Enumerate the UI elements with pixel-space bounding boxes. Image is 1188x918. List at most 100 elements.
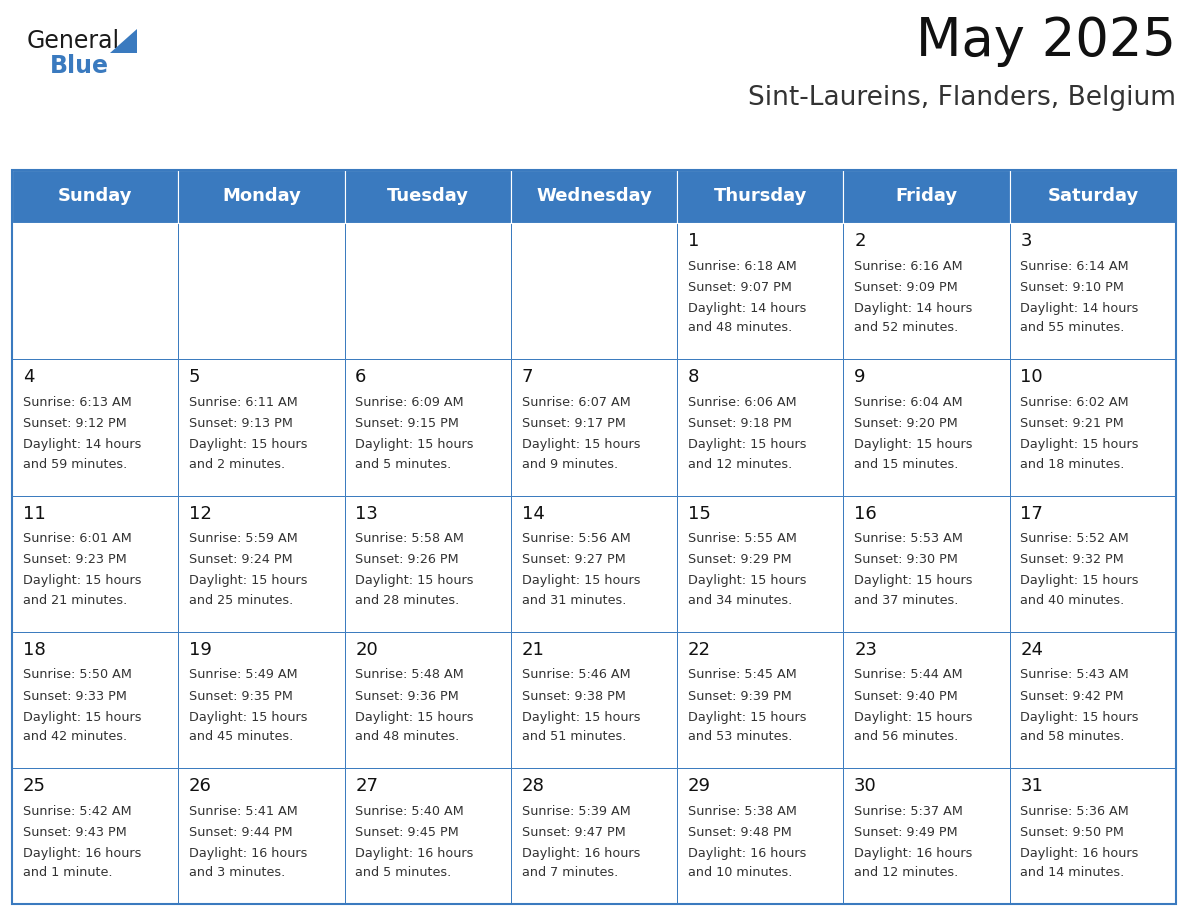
Text: 31: 31 bbox=[1020, 778, 1043, 795]
Text: and 21 minutes.: and 21 minutes. bbox=[23, 594, 127, 607]
Text: Sunset: 9:21 PM: Sunset: 9:21 PM bbox=[1020, 417, 1124, 431]
Text: Sunrise: 5:48 AM: Sunrise: 5:48 AM bbox=[355, 668, 465, 681]
Text: Daylight: 15 hours: Daylight: 15 hours bbox=[522, 438, 640, 452]
Text: and 25 minutes.: and 25 minutes. bbox=[189, 594, 293, 607]
Text: Sunset: 9:20 PM: Sunset: 9:20 PM bbox=[854, 417, 958, 431]
Text: Daylight: 15 hours: Daylight: 15 hours bbox=[854, 438, 973, 452]
Text: 5: 5 bbox=[189, 368, 201, 386]
Text: Sunrise: 6:16 AM: Sunrise: 6:16 AM bbox=[854, 260, 962, 273]
Text: Daylight: 16 hours: Daylight: 16 hours bbox=[854, 847, 973, 860]
Text: Sunset: 9:38 PM: Sunset: 9:38 PM bbox=[522, 689, 625, 702]
Text: and 59 minutes.: and 59 minutes. bbox=[23, 457, 127, 471]
Polygon shape bbox=[12, 632, 178, 768]
Polygon shape bbox=[12, 768, 178, 904]
Polygon shape bbox=[1010, 223, 1176, 359]
Text: Sunset: 9:40 PM: Sunset: 9:40 PM bbox=[854, 689, 958, 702]
Text: Sunrise: 5:39 AM: Sunrise: 5:39 AM bbox=[522, 805, 631, 818]
Text: Sunset: 9:15 PM: Sunset: 9:15 PM bbox=[355, 417, 459, 431]
Text: Sunrise: 5:46 AM: Sunrise: 5:46 AM bbox=[522, 668, 630, 681]
Text: 4: 4 bbox=[23, 368, 34, 386]
Text: and 7 minutes.: and 7 minutes. bbox=[522, 867, 618, 879]
Text: 8: 8 bbox=[688, 368, 700, 386]
Text: 15: 15 bbox=[688, 505, 710, 522]
Text: 19: 19 bbox=[189, 641, 211, 659]
Text: Sunset: 9:35 PM: Sunset: 9:35 PM bbox=[189, 689, 292, 702]
Text: Daylight: 15 hours: Daylight: 15 hours bbox=[355, 711, 474, 723]
Text: Sunrise: 5:43 AM: Sunrise: 5:43 AM bbox=[1020, 668, 1130, 681]
Polygon shape bbox=[12, 170, 178, 223]
Polygon shape bbox=[1010, 632, 1176, 768]
Text: 13: 13 bbox=[355, 505, 378, 522]
Polygon shape bbox=[345, 632, 511, 768]
Text: Sunset: 9:32 PM: Sunset: 9:32 PM bbox=[1020, 554, 1124, 566]
Text: Daylight: 16 hours: Daylight: 16 hours bbox=[189, 847, 308, 860]
Text: Sunrise: 6:06 AM: Sunrise: 6:06 AM bbox=[688, 396, 796, 409]
Text: and 28 minutes.: and 28 minutes. bbox=[355, 594, 460, 607]
Text: Sunset: 9:42 PM: Sunset: 9:42 PM bbox=[1020, 689, 1124, 702]
Polygon shape bbox=[677, 359, 843, 496]
Text: 18: 18 bbox=[23, 641, 45, 659]
Polygon shape bbox=[345, 359, 511, 496]
Polygon shape bbox=[345, 496, 511, 632]
Text: Sunrise: 6:02 AM: Sunrise: 6:02 AM bbox=[1020, 396, 1129, 409]
Text: Daylight: 15 hours: Daylight: 15 hours bbox=[688, 575, 807, 588]
Text: and 48 minutes.: and 48 minutes. bbox=[355, 730, 460, 743]
Text: and 40 minutes.: and 40 minutes. bbox=[1020, 594, 1125, 607]
Text: Daylight: 14 hours: Daylight: 14 hours bbox=[854, 302, 973, 315]
Polygon shape bbox=[12, 496, 178, 632]
Polygon shape bbox=[1010, 170, 1176, 223]
Polygon shape bbox=[511, 632, 677, 768]
Text: Daylight: 15 hours: Daylight: 15 hours bbox=[688, 438, 807, 452]
Text: Daylight: 15 hours: Daylight: 15 hours bbox=[854, 575, 973, 588]
Text: Thursday: Thursday bbox=[714, 187, 807, 206]
Text: Daylight: 15 hours: Daylight: 15 hours bbox=[189, 575, 308, 588]
Polygon shape bbox=[511, 223, 677, 359]
Text: 14: 14 bbox=[522, 505, 544, 522]
Text: 10: 10 bbox=[1020, 368, 1043, 386]
Text: Sunrise: 5:50 AM: Sunrise: 5:50 AM bbox=[23, 668, 132, 681]
Text: and 53 minutes.: and 53 minutes. bbox=[688, 730, 792, 743]
Text: 17: 17 bbox=[1020, 505, 1043, 522]
Text: Sunrise: 5:55 AM: Sunrise: 5:55 AM bbox=[688, 532, 797, 545]
Text: Sunrise: 5:40 AM: Sunrise: 5:40 AM bbox=[355, 805, 465, 818]
Text: Sunrise: 5:59 AM: Sunrise: 5:59 AM bbox=[189, 532, 298, 545]
Text: Daylight: 16 hours: Daylight: 16 hours bbox=[23, 847, 141, 860]
Text: Tuesday: Tuesday bbox=[386, 187, 469, 206]
Text: 1: 1 bbox=[688, 232, 700, 251]
Polygon shape bbox=[843, 170, 1010, 223]
Text: Daylight: 14 hours: Daylight: 14 hours bbox=[23, 438, 141, 452]
Text: Sunset: 9:30 PM: Sunset: 9:30 PM bbox=[854, 554, 958, 566]
Text: and 34 minutes.: and 34 minutes. bbox=[688, 594, 792, 607]
Text: Sunset: 9:50 PM: Sunset: 9:50 PM bbox=[1020, 826, 1124, 839]
Text: and 58 minutes.: and 58 minutes. bbox=[1020, 730, 1125, 743]
Text: 22: 22 bbox=[688, 641, 710, 659]
Polygon shape bbox=[1010, 768, 1176, 904]
Text: 7: 7 bbox=[522, 368, 533, 386]
Text: Sunset: 9:44 PM: Sunset: 9:44 PM bbox=[189, 826, 292, 839]
Text: and 9 minutes.: and 9 minutes. bbox=[522, 457, 618, 471]
Text: Sint-Laureins, Flanders, Belgium: Sint-Laureins, Flanders, Belgium bbox=[748, 85, 1176, 111]
Polygon shape bbox=[178, 223, 345, 359]
Text: Sunrise: 6:13 AM: Sunrise: 6:13 AM bbox=[23, 396, 132, 409]
Text: and 37 minutes.: and 37 minutes. bbox=[854, 594, 959, 607]
Text: Sunrise: 5:45 AM: Sunrise: 5:45 AM bbox=[688, 668, 797, 681]
Text: Friday: Friday bbox=[896, 187, 958, 206]
Polygon shape bbox=[345, 170, 511, 223]
Text: Blue: Blue bbox=[50, 54, 109, 78]
Text: 16: 16 bbox=[854, 505, 877, 522]
Text: and 1 minute.: and 1 minute. bbox=[23, 867, 112, 879]
Polygon shape bbox=[843, 496, 1010, 632]
Text: Daylight: 16 hours: Daylight: 16 hours bbox=[355, 847, 474, 860]
Text: 6: 6 bbox=[355, 368, 367, 386]
Text: Sunset: 9:43 PM: Sunset: 9:43 PM bbox=[23, 826, 126, 839]
Polygon shape bbox=[178, 768, 345, 904]
Text: and 31 minutes.: and 31 minutes. bbox=[522, 594, 626, 607]
Text: May 2025: May 2025 bbox=[916, 16, 1176, 67]
Polygon shape bbox=[1010, 359, 1176, 496]
Text: and 55 minutes.: and 55 minutes. bbox=[1020, 321, 1125, 334]
Text: Sunrise: 5:44 AM: Sunrise: 5:44 AM bbox=[854, 668, 962, 681]
Text: Sunrise: 6:14 AM: Sunrise: 6:14 AM bbox=[1020, 260, 1129, 273]
Text: Sunset: 9:49 PM: Sunset: 9:49 PM bbox=[854, 826, 958, 839]
Text: Sunrise: 5:36 AM: Sunrise: 5:36 AM bbox=[1020, 805, 1130, 818]
Text: Sunset: 9:26 PM: Sunset: 9:26 PM bbox=[355, 554, 459, 566]
